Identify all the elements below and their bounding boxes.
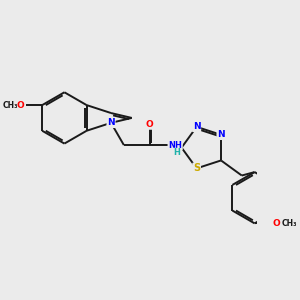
Text: N: N <box>193 122 200 131</box>
Text: O: O <box>16 100 24 109</box>
Text: CH₃: CH₃ <box>281 219 297 228</box>
Text: S: S <box>193 164 200 173</box>
Text: O: O <box>272 219 280 228</box>
Text: H: H <box>173 148 180 157</box>
Text: N: N <box>217 130 225 139</box>
Text: CH₃: CH₃ <box>3 100 18 109</box>
Text: O: O <box>146 120 153 129</box>
Text: N: N <box>107 118 115 127</box>
Text: NH: NH <box>168 140 182 149</box>
